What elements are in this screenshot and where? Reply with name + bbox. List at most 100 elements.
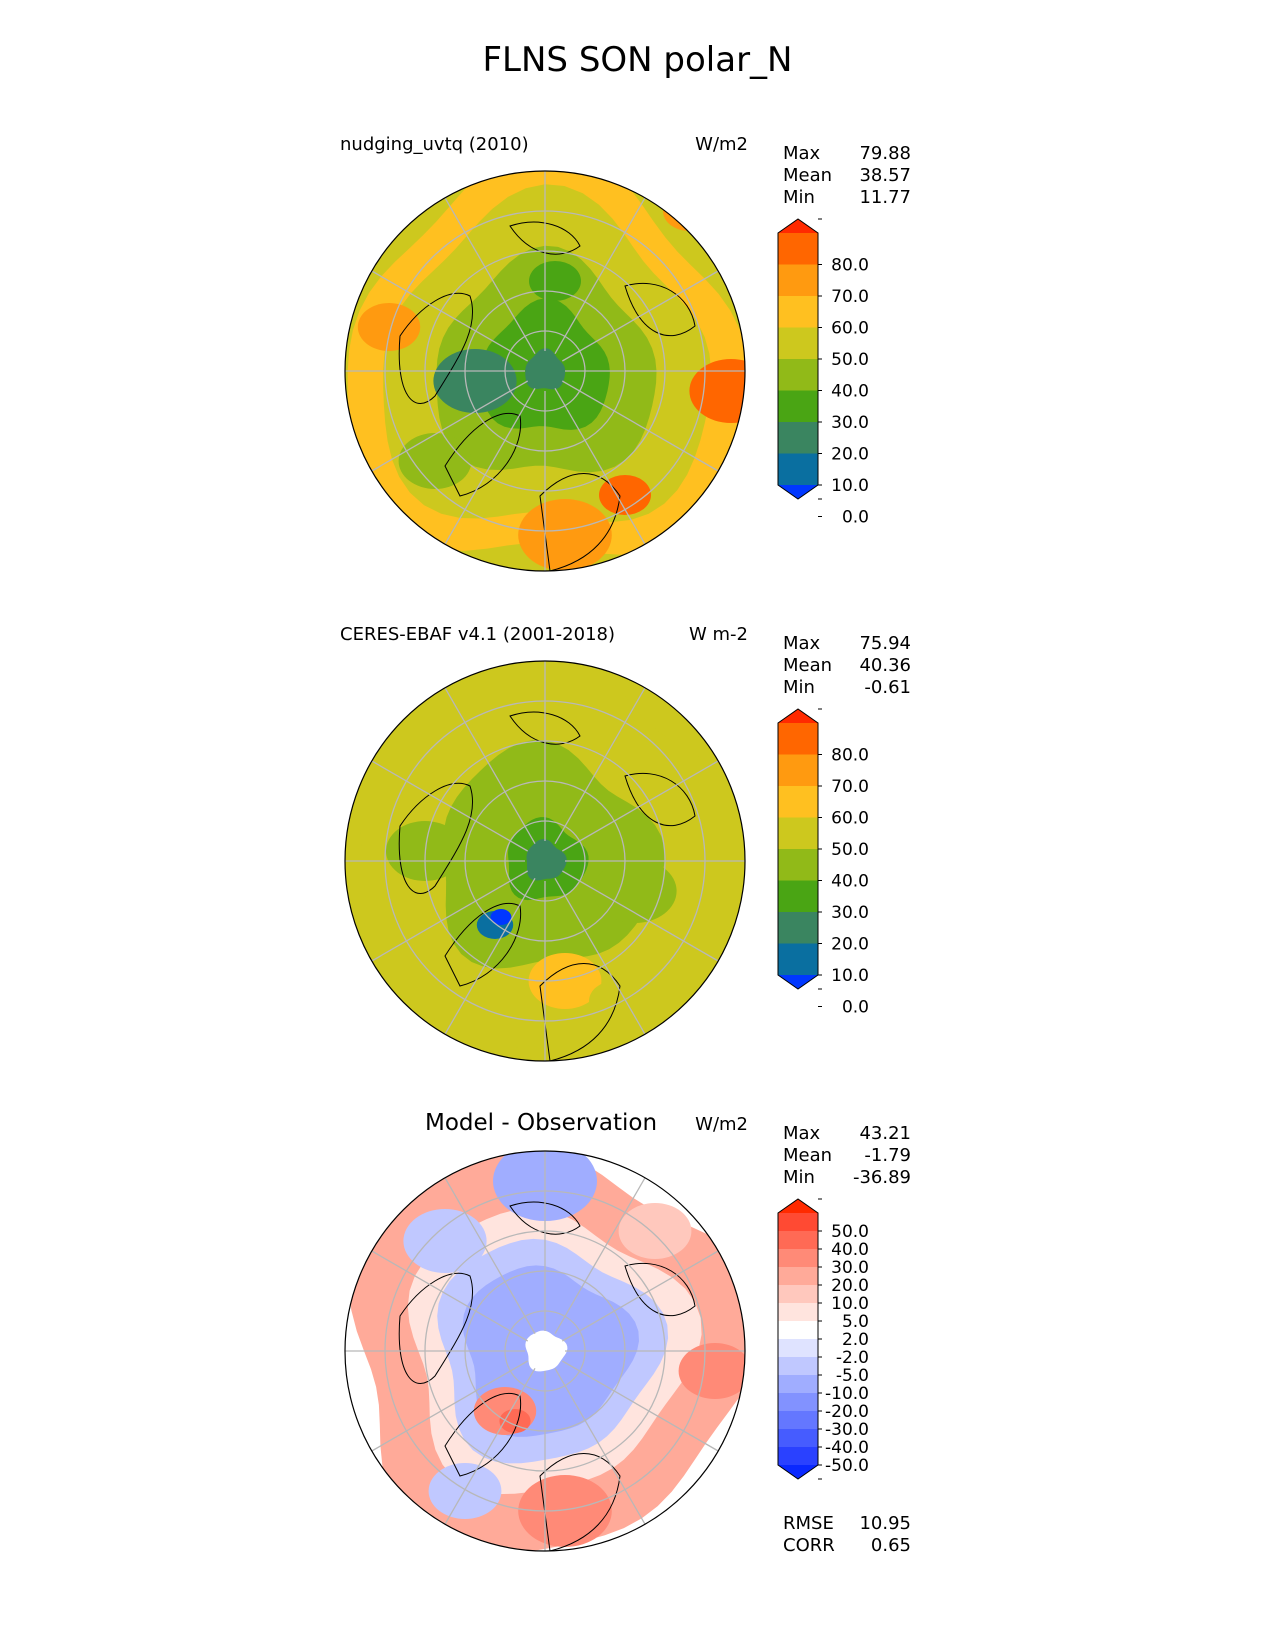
meridian-line xyxy=(554,1367,646,1525)
colorbar-arrow-top xyxy=(778,1199,818,1213)
colorbar-tick-label: 40.0 xyxy=(831,382,869,402)
meridian-line xyxy=(561,1250,719,1342)
field-patch xyxy=(663,191,715,231)
colorbar-swatch xyxy=(778,849,818,881)
colorbar-swatch xyxy=(778,723,818,755)
meridian-line xyxy=(371,1250,529,1342)
colorbar-diff: 50.040.030.020.010.05.02.0-2.0-5.0-10.0-… xyxy=(777,1198,869,1480)
colorbar-tick-label: 0.0 xyxy=(842,998,869,1018)
field-patch xyxy=(678,1343,745,1399)
meridian-line xyxy=(561,270,719,362)
field-patch xyxy=(433,349,517,413)
polar-map-diff xyxy=(344,1150,746,1552)
stat-value: 43.21 xyxy=(859,1123,911,1144)
meridian-line xyxy=(444,387,536,545)
colorbar-tick-label: 2.0 xyxy=(842,1330,869,1350)
coastline xyxy=(398,782,474,894)
colorbar-swatch xyxy=(778,1393,818,1412)
colorbar-tick-label: 10.0 xyxy=(831,476,869,496)
coastline xyxy=(444,1392,522,1477)
stat-label: RMSE xyxy=(783,1513,834,1534)
colorbar-tick-label: 60.0 xyxy=(831,809,869,829)
colorbar-swatch xyxy=(778,1339,818,1358)
coastline xyxy=(624,282,696,336)
meridian-line xyxy=(371,270,529,362)
field-patch xyxy=(518,499,612,571)
colorbar-arrow-top xyxy=(778,709,818,723)
colorbar-swatch xyxy=(778,327,818,360)
meridian-line xyxy=(444,197,536,355)
colorbar-swatch xyxy=(778,296,818,328)
field-patch xyxy=(490,909,512,925)
colorbar-arrow-bottom xyxy=(778,1465,818,1479)
colorbar-tick-label: 80.0 xyxy=(831,256,869,276)
panel-units-diff: W/m2 xyxy=(695,1114,748,1135)
meridian-line xyxy=(554,197,646,355)
polar-map-obs xyxy=(344,660,746,1062)
stat-value: 75.94 xyxy=(859,633,911,654)
field-patch xyxy=(528,953,602,1009)
coastline xyxy=(444,902,522,987)
coastline xyxy=(624,772,696,826)
colorbar-tick-label: 30.0 xyxy=(831,903,869,923)
colorbar-swatch xyxy=(778,880,818,913)
stat-label: Max xyxy=(783,633,821,654)
meridian-line xyxy=(554,1177,646,1335)
coastline xyxy=(398,292,474,404)
stats-diff: Max 43.21 Mean -1.79 Min -36.89 xyxy=(783,1123,911,1189)
colorbar-swatch xyxy=(778,1213,818,1232)
stats-model: Max 79.88 Mean 38.57 Min 11.77 xyxy=(783,143,911,209)
colorbar-swatch xyxy=(778,817,818,850)
stat-value: 10.95 xyxy=(859,1513,911,1534)
colorbar-tick-label: 10.0 xyxy=(831,1294,869,1314)
stat-label: Mean xyxy=(783,1145,833,1166)
stat-label: Min xyxy=(783,187,815,208)
colorbar-swatch xyxy=(778,943,818,976)
colorbar-tick-label: 60.0 xyxy=(831,319,869,339)
meridian-line xyxy=(561,1360,719,1452)
colorbar-swatch xyxy=(778,1303,818,1322)
coastline xyxy=(539,473,621,571)
coastline xyxy=(539,963,621,1061)
colorbar-tick-label: -2.0 xyxy=(836,1348,869,1368)
stat-label: Mean xyxy=(783,165,833,186)
colorbar-tick-label: 30.0 xyxy=(831,1258,869,1278)
colorbar-tick-label: -20.0 xyxy=(825,1402,869,1422)
stat-value: -1.79 xyxy=(864,1145,911,1166)
colorbar-tick-label: 40.0 xyxy=(831,872,869,892)
meridian-line xyxy=(561,870,719,962)
meridian-line xyxy=(561,380,719,472)
stat-label: Min xyxy=(783,1167,815,1188)
panel-title-model: nudging_uvtq (2010) xyxy=(340,134,529,155)
meridian-line xyxy=(371,380,529,472)
stat-value: -36.89 xyxy=(852,1167,911,1188)
panel-units-obs: W m-2 xyxy=(688,624,748,645)
colorbar-swatch xyxy=(778,1285,818,1304)
colorbar-tick-label: 0.0 xyxy=(842,508,869,528)
stat-value: 79.88 xyxy=(859,143,911,164)
figure-title: FLNS SON polar_N xyxy=(482,40,793,80)
colorbar-swatch xyxy=(778,1231,818,1250)
panel-units-model: W/m2 xyxy=(695,134,748,155)
colorbar-obs: 80.0 70.0 60.0 50.0 40.0 30.0 20.0 10.0 0.0 xyxy=(777,708,869,1018)
field-band xyxy=(525,348,566,390)
panel-title-diff: Model - Observation xyxy=(425,1110,658,1136)
field-patch xyxy=(398,433,472,489)
colorbar-tick-label: 70.0 xyxy=(831,777,869,797)
colorbar-tick-label: -50.0 xyxy=(825,1456,869,1476)
meridian-line xyxy=(444,877,536,1035)
stat-value: 38.57 xyxy=(859,165,911,186)
meridian-line xyxy=(561,760,719,852)
field-patch xyxy=(357,303,421,351)
colorbar-tick-label: 20.0 xyxy=(831,935,869,955)
colorbar-model: 80.0 70.0 60.0 50.0 40.0 30.0 20.0 10.0 0.0 xyxy=(777,218,869,528)
stat-label: Min xyxy=(783,677,815,698)
colorbar-swatch xyxy=(778,1429,818,1448)
map-boundary xyxy=(344,660,746,1062)
colorbar-arrow-bottom xyxy=(778,975,818,989)
colorbar-tick-label: 70.0 xyxy=(831,287,869,307)
colorbar-tick-label: 20.0 xyxy=(831,1276,869,1296)
colorbar-tick-label: -30.0 xyxy=(825,1420,869,1440)
colorbar-tick-label: 50.0 xyxy=(831,1222,869,1242)
stats-rmse-corr: RMSE 10.95 CORR 0.65 xyxy=(783,1513,911,1557)
